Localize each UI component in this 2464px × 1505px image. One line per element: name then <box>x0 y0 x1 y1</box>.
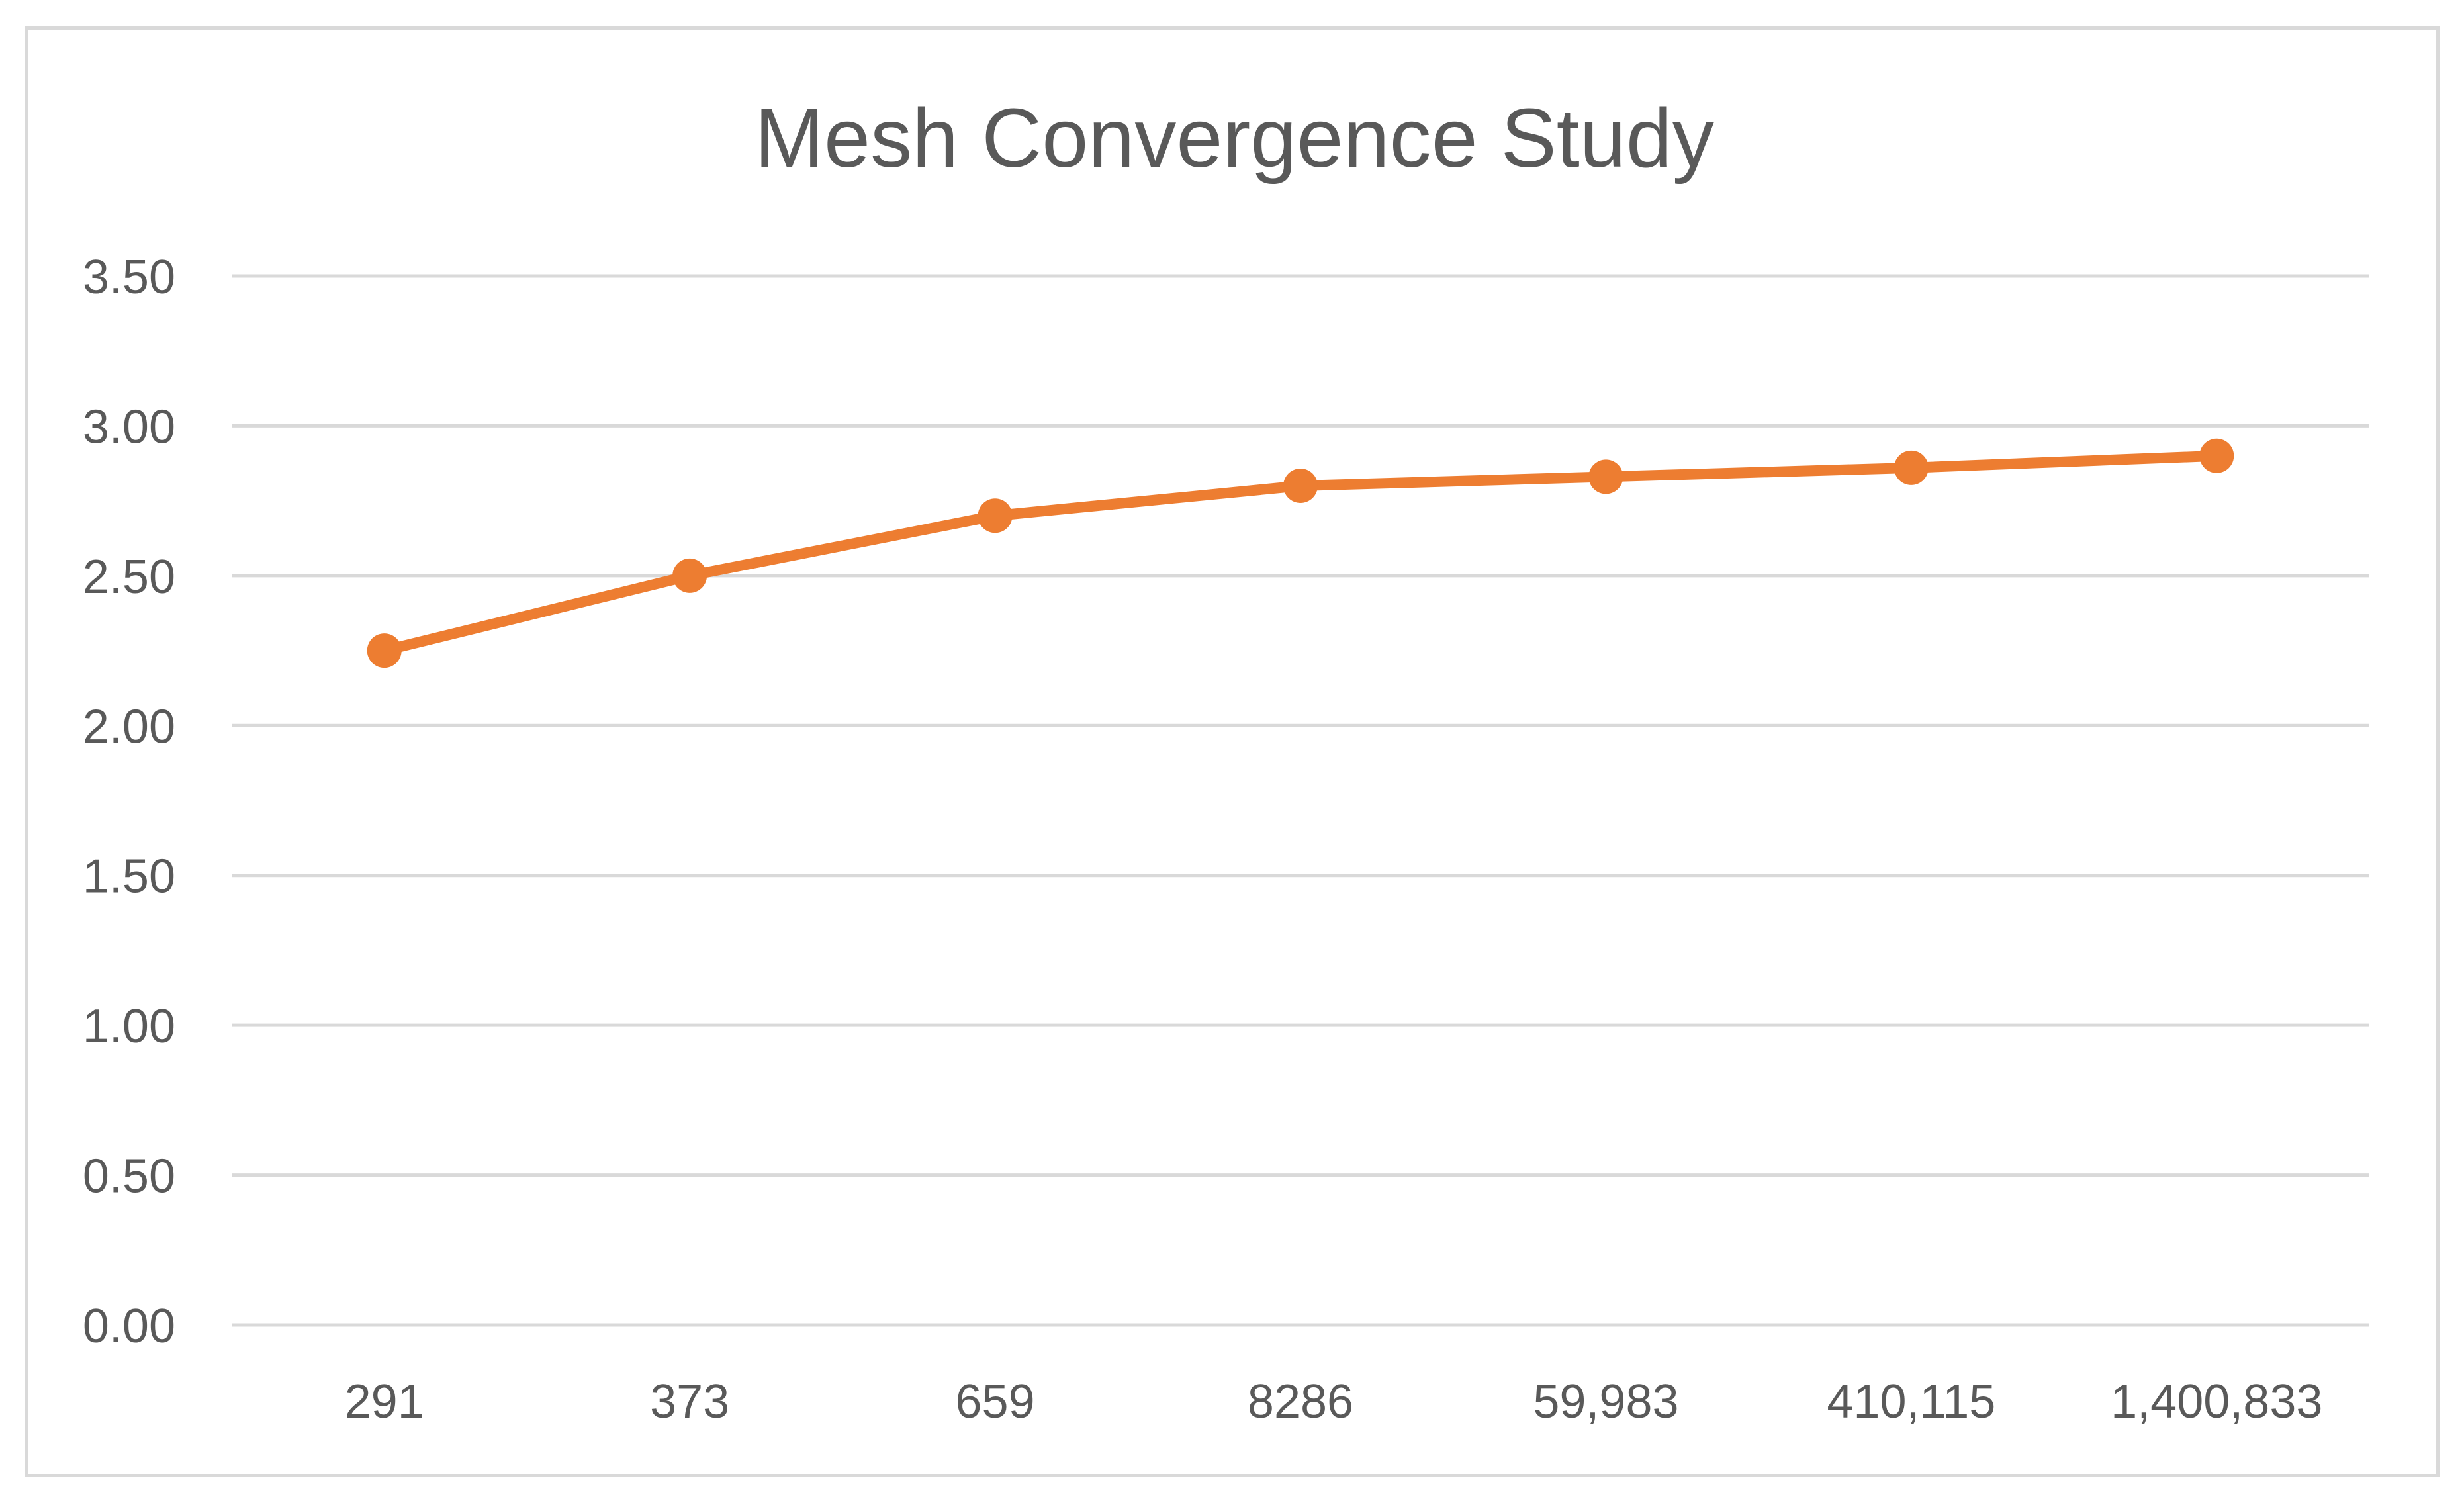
data-point <box>672 558 707 593</box>
x-tick-label: 373 <box>650 1375 729 1428</box>
y-tick-label: 0.50 <box>83 1150 175 1203</box>
chart-title: Mesh Convergence Study <box>754 91 1714 185</box>
series <box>367 438 2234 668</box>
x-tick-label: 291 <box>345 1375 424 1428</box>
x-tick-label: 659 <box>956 1375 1035 1428</box>
y-tick-label: 3.00 <box>83 400 175 453</box>
y-axis-ticks: 0.00 0.50 1.00 1.50 2.00 2.50 3.00 3.50 <box>83 251 175 1353</box>
y-tick-label: 1.00 <box>83 1000 175 1053</box>
y-tick-label: 2.50 <box>83 551 175 604</box>
y-tick-label: 2.00 <box>83 700 175 753</box>
y-tick-label: 3.50 <box>83 251 175 304</box>
data-point <box>367 633 402 668</box>
data-point <box>1283 469 1318 503</box>
data-point <box>1894 450 1929 485</box>
chart-frame <box>25 26 2440 1477</box>
x-tick-label: 1,400,833 <box>2111 1375 2322 1428</box>
gridlines <box>232 274 2369 1327</box>
x-tick-label: 8286 <box>1248 1375 1353 1428</box>
data-point <box>2199 438 2234 473</box>
x-axis-ticks: 291 373 659 8286 59,983 410,115 1,400,833 <box>345 1375 2323 1428</box>
x-tick-label: 59,983 <box>1533 1375 1678 1428</box>
y-tick-label: 1.50 <box>83 850 175 903</box>
y-tick-label: 0.00 <box>83 1300 175 1353</box>
x-tick-label: 410,115 <box>1827 1375 1995 1428</box>
data-point <box>978 498 1013 533</box>
data-point <box>1588 459 1623 494</box>
